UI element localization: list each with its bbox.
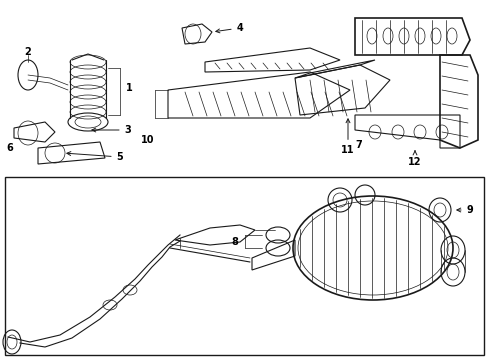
Bar [5,177,483,355]
Text: 11: 11 [341,119,354,155]
Text: 5: 5 [67,152,123,162]
Text: 2: 2 [24,47,31,57]
Text: 1: 1 [126,83,132,93]
Text: 3: 3 [92,125,131,135]
Text: 6: 6 [7,143,13,153]
Text: 8: 8 [231,237,238,247]
Text: 9: 9 [456,205,472,215]
Text: 7: 7 [354,140,361,150]
Text: 12: 12 [407,151,421,167]
Text: 10: 10 [141,135,154,145]
Text: 4: 4 [215,23,243,33]
